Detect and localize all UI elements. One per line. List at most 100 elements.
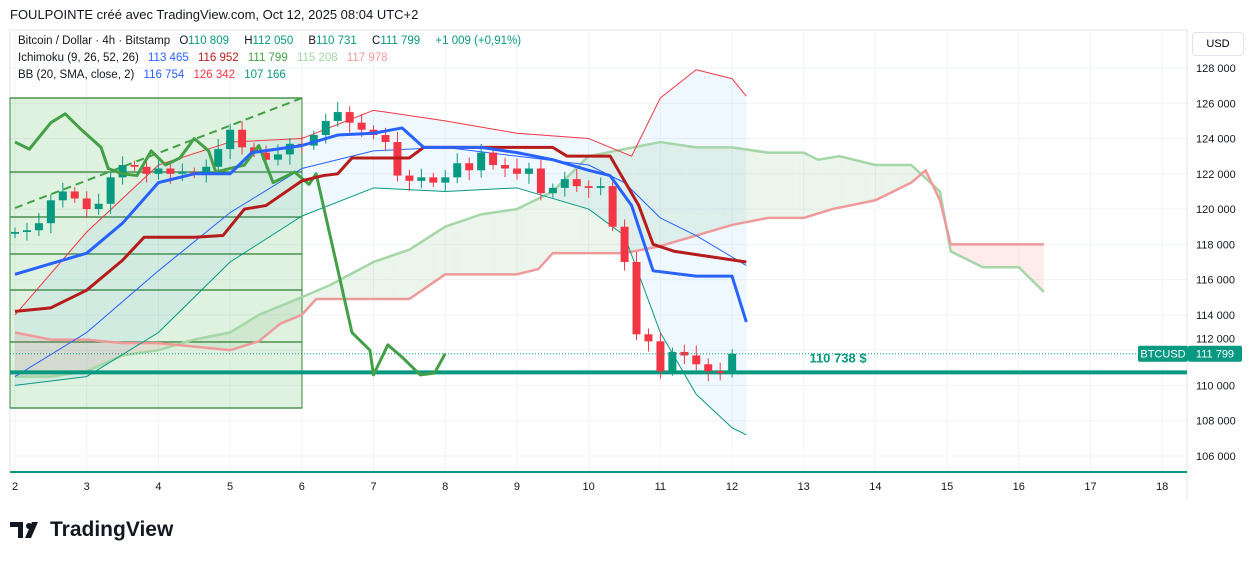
legend-high-label: H xyxy=(244,35,253,47)
cloud-fill xyxy=(455,221,460,275)
cloud-fill xyxy=(559,180,564,254)
candle-body xyxy=(82,198,91,210)
cloud-fill xyxy=(982,244,987,268)
cloud-fill xyxy=(280,304,284,324)
cloud-fill xyxy=(839,156,844,208)
y-tick-label: 120 000 xyxy=(1196,204,1236,216)
legend-low-label: B xyxy=(308,35,317,47)
candle-body xyxy=(536,168,545,194)
cloud-fill xyxy=(864,162,869,203)
cloud-fill xyxy=(1029,244,1034,282)
cloud-fill xyxy=(362,265,367,300)
legend-symbol: Bitcoin / Dollar · 4h · Bitstamp xyxy=(18,35,171,47)
cloud-fill xyxy=(581,159,586,254)
candle-body xyxy=(118,164,127,178)
cloud-fill xyxy=(875,164,879,201)
price-chart[interactable]: 106 000 108 000 110 000 112 000 114 000 116 0… xyxy=(0,0,1257,510)
cloud-fill xyxy=(835,156,840,209)
cloud-fill xyxy=(101,340,105,365)
x-tick-label: 3 xyxy=(84,481,90,493)
candle-body xyxy=(273,154,282,160)
cloud-fill xyxy=(104,341,109,364)
candle-body xyxy=(453,163,462,178)
cloud-fill xyxy=(861,161,865,204)
candle-body xyxy=(668,351,677,372)
x-tick-label: 16 xyxy=(1013,481,1025,493)
cloud-fill xyxy=(703,147,707,234)
cloud-fill xyxy=(828,157,833,211)
cloud-fill xyxy=(688,146,693,238)
candle-body xyxy=(70,191,79,199)
kijun-line xyxy=(14,145,747,313)
candle-body xyxy=(285,143,294,155)
cloud-fill xyxy=(846,157,851,207)
cloud-fill xyxy=(986,244,991,268)
candle-body xyxy=(572,179,581,187)
cloud-fill xyxy=(997,244,1001,268)
x-tick-label: 2 xyxy=(12,481,18,493)
cloud-fill xyxy=(248,319,252,345)
legend-ich-val: 116 952 xyxy=(197,52,239,64)
cloud-fill xyxy=(527,202,532,272)
cloud-fill xyxy=(513,209,517,275)
cloud-fill xyxy=(534,198,539,270)
cloud-fill xyxy=(434,231,439,282)
horizontal-level-label: 110 738 $ xyxy=(809,350,867,365)
cloud-fill xyxy=(541,194,546,266)
candle-body xyxy=(596,186,605,188)
candle-body xyxy=(632,261,641,335)
x-tick-label: 5 xyxy=(227,481,233,493)
cloud-fill xyxy=(771,152,776,218)
candle-body xyxy=(429,177,438,183)
cloud-fill xyxy=(151,343,155,352)
cloud-fill xyxy=(972,244,976,264)
cloud-fill xyxy=(710,147,715,232)
cloud-fill xyxy=(373,260,378,300)
cloud-fill xyxy=(818,159,822,214)
candle-body xyxy=(309,135,318,146)
candle-body xyxy=(262,152,271,160)
candle-body xyxy=(513,168,522,174)
y-tick-label: 106 000 xyxy=(1196,451,1236,463)
cloud-fill xyxy=(294,298,299,318)
bb-lower-line xyxy=(14,187,747,436)
cloud-fill xyxy=(377,259,381,300)
currency-button[interactable]: USD xyxy=(1192,32,1244,56)
candle-body xyxy=(560,179,569,188)
cloud-fill xyxy=(481,213,485,275)
cloud-fill xyxy=(663,142,668,246)
legend-ich-val: 117 978 xyxy=(346,52,388,64)
cloud-fill xyxy=(642,144,646,250)
legend-ichimoku-row: Ichimoku (9, 26, 52, 26) 113 465 116 952… xyxy=(18,52,394,64)
cloud-fill xyxy=(810,156,815,216)
cloud-fill xyxy=(588,155,593,254)
cloud-fill xyxy=(696,147,700,236)
cloud-fill xyxy=(775,152,779,218)
candle-body xyxy=(548,187,557,194)
cloud-fill xyxy=(423,238,428,290)
legend-bb: BB (20, SMA, close, 2) xyxy=(18,69,135,81)
candle-body xyxy=(620,226,629,262)
cloud-fill xyxy=(1004,244,1009,268)
cloud-fill xyxy=(111,342,116,361)
candle-body xyxy=(34,223,43,231)
cloud-fill xyxy=(896,164,901,190)
cloud-fill xyxy=(961,244,966,259)
cloud-fill xyxy=(882,164,887,197)
candle-body xyxy=(226,129,235,150)
cloud-fill xyxy=(606,151,611,254)
tradingview-logo[interactable]: TradingView xyxy=(10,518,173,542)
cloud-fill xyxy=(194,338,198,347)
cloud-fill xyxy=(262,311,266,339)
cloud-fill xyxy=(237,325,241,348)
x-tick-label: 14 xyxy=(869,481,881,493)
x-tick-label: 6 xyxy=(299,481,305,493)
cloud-fill xyxy=(807,154,811,217)
y-tick-label: 122 000 xyxy=(1196,169,1236,181)
cloud-fill xyxy=(990,244,994,268)
cloud-fill xyxy=(674,144,679,242)
cloud-fill xyxy=(75,339,80,373)
cloud-fill xyxy=(93,340,98,369)
legend-bb-val: 116 754 xyxy=(143,69,185,81)
cloud-fill xyxy=(68,339,73,374)
